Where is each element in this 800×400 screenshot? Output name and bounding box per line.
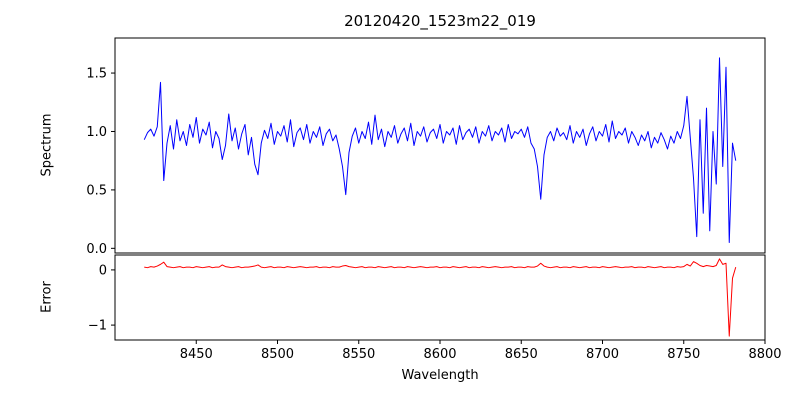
- spectrum-panel-spines: [114, 37, 766, 254]
- x-axis-label: Wavelength: [401, 368, 479, 383]
- y-tick-label: 1.5: [86, 67, 107, 82]
- x-tick-label: 8600: [423, 347, 456, 362]
- x-tick-label: 8750: [667, 347, 700, 362]
- x-tick-label: 8500: [261, 347, 294, 362]
- x-tick-label: 8550: [342, 347, 375, 362]
- x-tick-label: 8700: [586, 347, 619, 362]
- spectrum-line: [143, 57, 737, 243]
- y-tick-label: 0.5: [86, 183, 107, 198]
- y-tick-label: −1: [88, 319, 107, 334]
- x-tick-label: 8450: [180, 347, 213, 362]
- error-line: [144, 258, 737, 337]
- y-tick-label: 0.0: [86, 242, 107, 257]
- y-tick-label: 1.0: [86, 125, 107, 140]
- x-tick-label: 8650: [505, 347, 538, 362]
- y-tick-label: 0: [99, 263, 107, 278]
- chart-title: 20120420_1523m22_019: [344, 12, 536, 30]
- x-tick-label: 8800: [748, 347, 781, 362]
